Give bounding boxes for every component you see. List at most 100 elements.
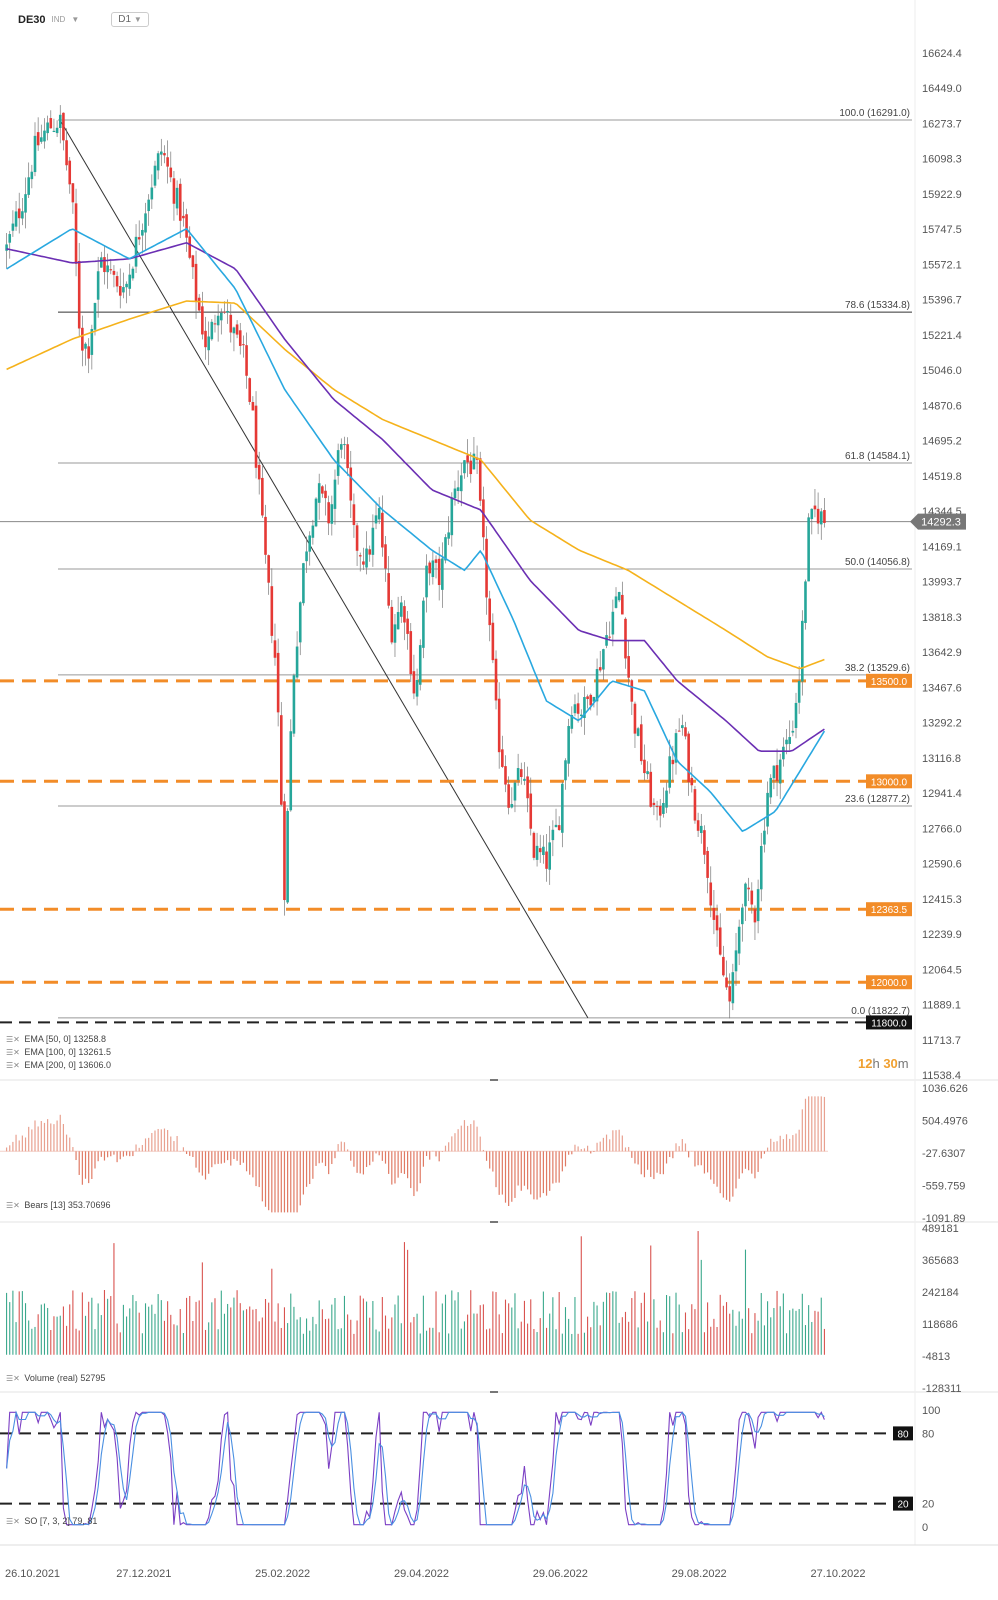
candle-body <box>295 646 299 678</box>
candle-body <box>643 759 646 774</box>
candle-body <box>583 697 586 718</box>
so-d-line <box>6 1410 825 1526</box>
candle-body <box>30 171 34 180</box>
candle-body <box>608 636 611 638</box>
candle-body <box>406 618 409 634</box>
candle-body <box>24 194 27 213</box>
candle-body <box>368 549 372 555</box>
y-tick-label: 11713.7 <box>922 1035 961 1047</box>
candle-body <box>232 327 236 334</box>
candle-body <box>14 211 18 227</box>
so-level-tag <box>893 1496 913 1511</box>
candle-body <box>756 889 760 922</box>
legend-bears[interactable]: ☰✕ Bears [13] 353.70696 <box>6 1200 110 1210</box>
candle-body <box>658 805 662 816</box>
candle-body <box>264 516 267 555</box>
volume-y-tick-label: 242184 <box>922 1287 959 1299</box>
symbol-caret-icon[interactable]: ▼ <box>71 15 80 24</box>
candle-body <box>166 157 169 167</box>
legend-volume-text: Volume (real) 52795 <box>24 1373 106 1383</box>
candle-body <box>226 310 229 313</box>
candle-body <box>147 199 150 212</box>
legend-volume[interactable]: ☰✕ Volume (real) 52795 <box>6 1373 105 1383</box>
support-level-tag <box>866 975 912 990</box>
legend-ema50[interactable]: ☰✕ EMA [50, 0] 13258.8 <box>6 1034 106 1044</box>
candle-body <box>276 652 280 713</box>
candle-body <box>175 187 179 209</box>
settings-icon[interactable]: ☰✕ <box>6 1201 20 1210</box>
so-y-tick-label: 20 <box>922 1499 934 1511</box>
candle-body <box>516 768 520 780</box>
candle-body <box>17 208 21 219</box>
legend-ema50-text: EMA [50, 0] 13258.8 <box>24 1034 106 1044</box>
candle-body <box>399 602 403 617</box>
candle-body <box>794 702 798 728</box>
y-tick-label: 11538.4 <box>922 1070 961 1082</box>
support-level-label: 13500.0 <box>871 677 908 688</box>
candle-body <box>592 696 596 702</box>
y-tick-label: 13993.7 <box>922 577 962 589</box>
settings-icon[interactable]: ☰✕ <box>6 1061 20 1070</box>
candle-body <box>681 725 684 729</box>
candle-body <box>286 810 289 903</box>
candle-body <box>238 330 242 346</box>
candle-body <box>459 475 463 492</box>
candle-body <box>169 167 173 178</box>
candle-body <box>374 515 378 524</box>
volume-y-tick-label: 489181 <box>922 1223 959 1235</box>
candle-body <box>188 236 192 258</box>
candle-body <box>791 730 795 733</box>
symbol-name[interactable]: DE30 <box>18 13 46 26</box>
candle-body <box>242 344 245 346</box>
fibonacci-label: 38.2 (13529.6) <box>845 663 910 674</box>
candle-body <box>283 801 286 901</box>
candle-body <box>674 733 678 763</box>
candle-body <box>396 612 400 630</box>
candle-body <box>317 483 321 503</box>
settings-icon[interactable]: ☰✕ <box>6 1035 20 1044</box>
candle-body <box>788 737 791 744</box>
candle-body <box>131 268 135 279</box>
candle-body <box>690 777 694 786</box>
candle-body <box>456 487 460 491</box>
candle-countdown: 12h 30m <box>858 1056 909 1071</box>
legend-ema100[interactable]: ☰✕ EMA [100, 0] 13261.5 <box>6 1047 111 1057</box>
candle-body <box>482 499 485 538</box>
candle-body <box>58 114 62 128</box>
candle-body <box>163 153 166 156</box>
candle-body <box>586 696 589 700</box>
candle-body <box>605 635 608 646</box>
y-tick-label: 12941.4 <box>922 788 962 800</box>
candle-body <box>84 343 87 349</box>
so-y-tick-label: 0 <box>922 1522 928 1534</box>
y-tick-label: 13467.6 <box>922 682 962 694</box>
y-tick-label: 15221.4 <box>922 330 962 342</box>
candle-body <box>314 498 318 527</box>
candle-body <box>362 561 365 565</box>
timeframe-dropdown[interactable]: D1 ▼ <box>111 12 149 27</box>
candle-body <box>333 479 337 509</box>
volume-y-tick-label: 118686 <box>922 1319 958 1331</box>
legend-ema200[interactable]: ☰✕ EMA [200, 0] 13606.0 <box>6 1060 111 1070</box>
settings-icon[interactable]: ☰✕ <box>6 1517 20 1526</box>
candle-body <box>501 749 504 767</box>
legend-so-text: SO [7, 3, 2] 79, 81 <box>24 1516 98 1526</box>
candle-body <box>346 444 349 469</box>
candle-body <box>122 287 125 293</box>
candle-body <box>469 460 473 475</box>
candle-body <box>466 455 469 463</box>
candle-body <box>216 315 220 326</box>
settings-icon[interactable]: ☰✕ <box>6 1374 20 1383</box>
candle-body <box>418 645 422 685</box>
candle-body <box>194 263 198 302</box>
settings-icon[interactable]: ☰✕ <box>6 1048 20 1057</box>
candle-body <box>371 527 375 555</box>
candle-body <box>570 715 574 729</box>
candle-body <box>441 558 444 590</box>
candle-body <box>693 789 697 821</box>
candle-body <box>785 739 788 745</box>
candle-body <box>339 444 343 450</box>
current-price-tag <box>910 513 966 530</box>
legend-so[interactable]: ☰✕ SO [7, 3, 2] 79, 81 <box>6 1516 97 1526</box>
